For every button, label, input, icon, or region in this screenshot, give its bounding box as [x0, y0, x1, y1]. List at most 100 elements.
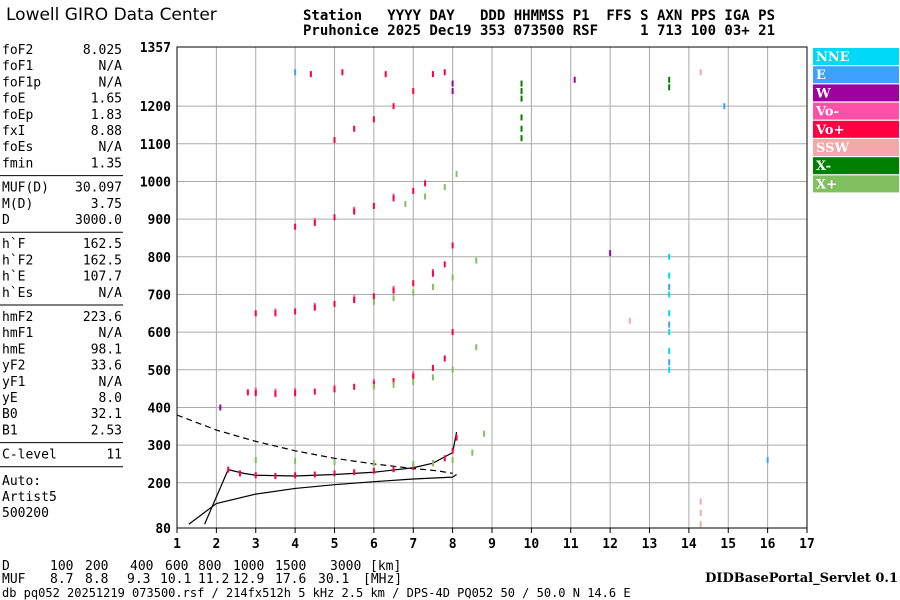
echo-point [431, 364, 434, 371]
echo-point [294, 69, 297, 76]
header-line: Pruhonice 2025 Dec19 353 073500 RSF 1 71… [303, 23, 775, 39]
echo-point [412, 88, 415, 95]
echo-point [372, 293, 375, 300]
auto-text: Artist5 [2, 490, 57, 505]
scale-value: 17.6 [275, 572, 306, 587]
scale-value: 600 [165, 559, 188, 574]
param-value: 1.35 [91, 156, 122, 171]
param-value: N/A [99, 75, 123, 90]
legend-swatch [813, 175, 899, 193]
param-name: h`Es [2, 286, 33, 301]
legend-label: SSW [816, 141, 849, 156]
echo-point [455, 434, 458, 441]
param-value: 107.7 [83, 270, 122, 285]
y-tick-label: 1200 [140, 100, 171, 115]
y-tick-label: 700 [148, 288, 172, 303]
echo-point [372, 460, 375, 467]
scale-value: 10.1 [160, 572, 191, 587]
param-value: 3.75 [91, 197, 122, 212]
echo-point [412, 463, 415, 470]
echo-point [372, 383, 375, 390]
echo-point [424, 180, 427, 187]
auto-text: Auto: [2, 474, 41, 489]
echo-point [392, 295, 395, 302]
scale-value: 9.3 [127, 572, 150, 587]
echo-point [451, 447, 454, 454]
echo-point [443, 355, 446, 362]
echo-point [475, 344, 478, 351]
param-name: h`F2 [2, 253, 33, 268]
echo-point [333, 470, 336, 477]
param-value: 11 [106, 448, 122, 463]
echo-point [309, 71, 312, 78]
param-name: C-level [2, 448, 57, 463]
param-name: D [2, 213, 10, 228]
echo-point [412, 187, 415, 194]
scale-value: 100 [50, 559, 73, 574]
echo-point [392, 195, 395, 202]
param-value: 8.0 [99, 391, 122, 406]
echo-point [353, 297, 356, 304]
profile-line [188, 474, 457, 525]
echo-point [372, 467, 375, 474]
x-tick-label: 12 [602, 537, 618, 552]
param-name: B0 [2, 407, 18, 422]
param-name: MUF(D) [2, 181, 49, 196]
scale-value: 800 [198, 559, 221, 574]
param-value: 3000.0 [75, 213, 122, 228]
param-name: yF1 [2, 375, 25, 390]
echo-point [668, 366, 671, 373]
echo-point [333, 459, 336, 466]
legend-label: X- [816, 159, 831, 174]
param-name: fmin [2, 156, 33, 171]
echo-point [404, 201, 407, 208]
echo-point [353, 125, 356, 132]
param-value: 223.6 [83, 310, 122, 325]
scale-unit: [km] [370, 559, 401, 574]
param-name: hmF1 [2, 326, 33, 341]
x-tick-label: 9 [488, 537, 496, 552]
echo-point [294, 457, 297, 464]
echo-point [353, 383, 356, 390]
echo-point [254, 472, 257, 479]
legend-swatch [813, 102, 899, 120]
echo-point [451, 242, 454, 249]
param-name: foF2 [2, 43, 33, 58]
legend-swatch [813, 84, 899, 102]
auto-text: 500200 [2, 506, 49, 521]
scale-label: D [2, 559, 10, 574]
y-tick-label: 200 [148, 477, 172, 492]
param-name: h`E [2, 270, 25, 285]
echo-point [431, 71, 434, 78]
echo-point [274, 310, 277, 317]
echo-point [668, 253, 671, 260]
echo-point [392, 103, 395, 110]
x-tick-label: 10 [524, 537, 540, 552]
x-tick-label: 2 [212, 537, 220, 552]
param-value: 8.025 [83, 43, 122, 58]
echo-point [392, 378, 395, 385]
y-tick-label: 80 [155, 522, 171, 537]
echo-point [699, 521, 702, 528]
legend-label: NNE [816, 50, 850, 65]
param-name: h`F [2, 237, 26, 252]
param-name: foEp [2, 108, 33, 123]
scale-value: 12.9 [233, 572, 264, 587]
echo-point [294, 223, 297, 230]
echo-point [609, 250, 612, 257]
x-tick-label: 4 [291, 537, 299, 552]
echo-point [668, 272, 671, 279]
y-tick-label: 400 [148, 401, 172, 416]
legend-label: Vo- [815, 105, 839, 120]
echo-point [668, 283, 671, 290]
echo-point [341, 69, 344, 76]
x-tick-label: 15 [720, 537, 736, 552]
scale-unit: [MHz] [363, 572, 402, 587]
echo-point [294, 308, 297, 315]
y-tick-label: 1357 [140, 41, 171, 56]
param-name: foE [2, 92, 25, 107]
echo-point [668, 84, 671, 91]
x-tick-label: 7 [409, 537, 417, 552]
scale-value: 400 [130, 559, 153, 574]
